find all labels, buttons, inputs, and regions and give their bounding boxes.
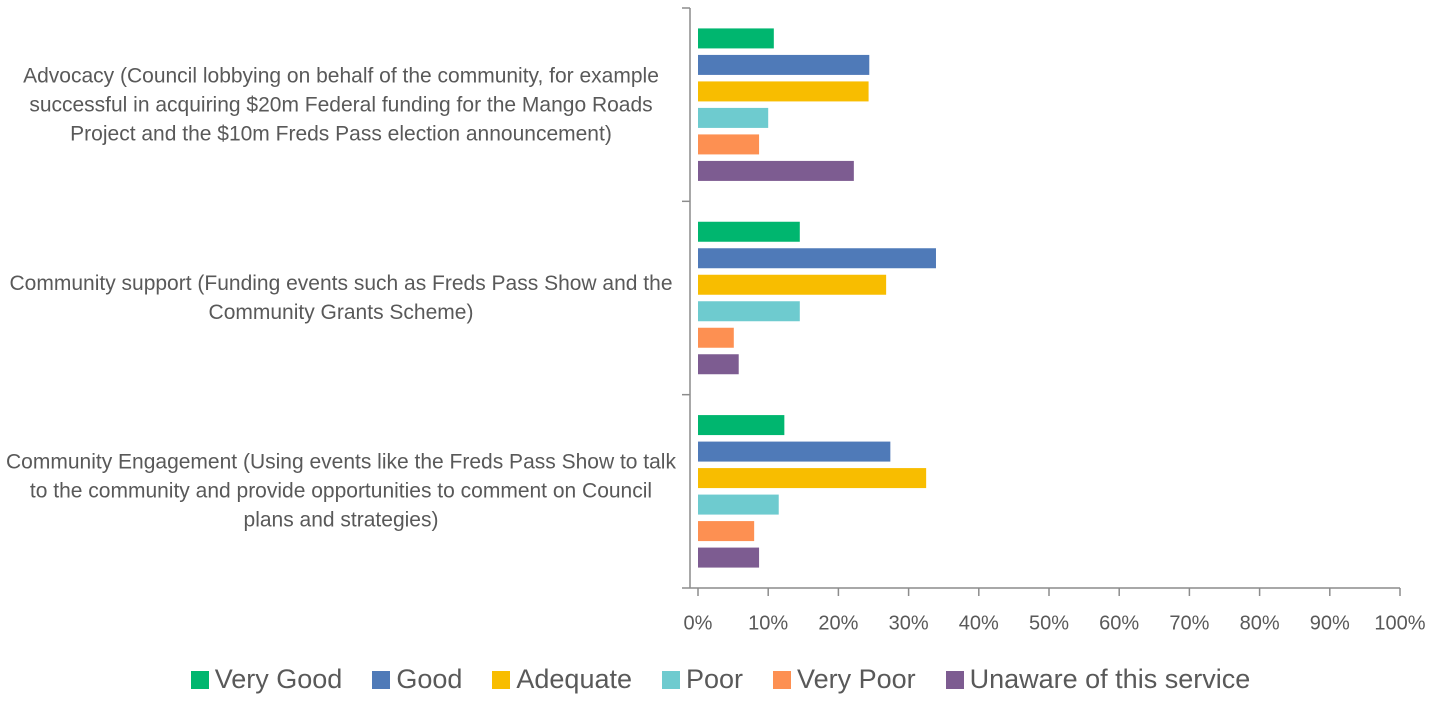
bar [698,547,760,568]
x-tick-label: 0% [684,612,713,634]
bar [698,107,769,128]
legend-item: Very Good [190,664,343,695]
bar [698,301,800,322]
legend-item: Adequate [492,664,632,695]
bar [698,494,779,515]
legend-swatch [662,670,680,689]
legend-swatch [492,670,511,689]
legend-label: Good [396,664,463,694]
bar [698,54,870,75]
x-tick-label: 60% [1099,612,1139,634]
category-label: Community support (Funding events such a… [9,272,673,324]
bar [698,415,785,436]
bar [698,274,887,295]
legend-label: Very Good [214,664,343,694]
legend-label: Poor [686,664,744,694]
legend-label: Adequate [516,664,632,694]
bar [698,327,734,348]
legend-swatch [945,670,964,689]
bar [698,248,936,269]
legend-item: Good [372,664,462,695]
x-tick-label: 80% [1240,612,1280,634]
bar [698,81,869,102]
x-tick-label: 20% [818,612,858,634]
legend-swatch [773,670,792,689]
x-tick-label: 100% [1374,612,1425,634]
x-tick-label: 30% [889,612,929,634]
legend: Very Good Good Adequate Poor Very Poor Unawar… [0,664,1441,695]
bar [698,468,927,489]
x-tick-label: 40% [959,612,999,634]
category-label: Advocacy (Council lobbying on behalf of … [23,64,659,146]
category-label: Community Engagement (Using events like … [6,450,676,532]
legend-item: Very Poor [773,664,916,695]
x-tick-label: 90% [1310,612,1350,634]
bar [698,441,891,462]
bar [698,221,800,242]
legend-item: Unaware of this service [945,664,1251,695]
x-tick-label: 10% [748,612,788,634]
legend-swatch [190,670,209,689]
legend-swatch [372,670,391,689]
x-tick-label: 70% [1169,612,1209,634]
legend-label: Unaware of this service [969,664,1251,694]
bar [698,28,774,49]
legend-item: Poor [662,664,743,695]
bar [698,160,854,181]
x-tick-label: 50% [1029,612,1069,634]
bar [698,354,739,375]
bar [698,521,755,542]
legend-label: Very Poor [797,664,916,694]
bar [698,134,760,155]
